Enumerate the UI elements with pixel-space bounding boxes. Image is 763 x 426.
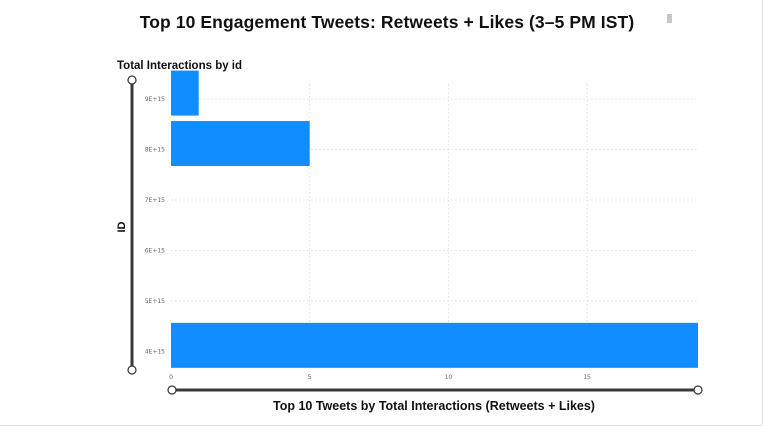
x-tick-label: 5 <box>308 374 312 381</box>
chart-title: Top 10 Engagement Tweets: Retweets + Lik… <box>139 12 635 32</box>
grid-layer <box>171 84 698 364</box>
y-tick-label: 7E+15 <box>145 197 165 204</box>
y-scrollbar-handle-top[interactable] <box>127 75 137 85</box>
y-tick-label: 5E+15 <box>145 298 165 305</box>
bar-0[interactable] <box>171 70 199 116</box>
bar-1[interactable] <box>171 121 310 167</box>
y-tick-label: 8E+15 <box>145 147 165 154</box>
bar-2[interactable] <box>171 322 698 368</box>
x-tick-label: 0 <box>169 374 173 381</box>
x-tick-labels: 0 5 10 15 <box>169 374 591 381</box>
scrollbars <box>127 75 703 395</box>
x-tick-label: 15 <box>583 374 591 381</box>
y-tick-label: 4E+15 <box>145 348 165 355</box>
bars-layer <box>171 70 698 368</box>
y-tick-label: 9E+15 <box>145 96 165 103</box>
x-tick-label: 10 <box>445 374 453 381</box>
y-tick-label: 6E+15 <box>145 247 165 254</box>
y-tick-labels: 4E+15 5E+15 6E+15 7E+15 8E+15 9E+15 <box>145 96 165 355</box>
x-axis-title: Top 10 Tweets by Total Interactions (Ret… <box>273 399 595 413</box>
x-scrollbar-handle-left[interactable] <box>167 385 177 395</box>
scroll-indicator[interactable] <box>667 14 672 23</box>
x-scrollbar-handle-right[interactable] <box>693 385 703 395</box>
y-scrollbar-handle-bottom[interactable] <box>127 365 137 375</box>
chart-subtitle: Total Interactions by id <box>117 60 243 72</box>
